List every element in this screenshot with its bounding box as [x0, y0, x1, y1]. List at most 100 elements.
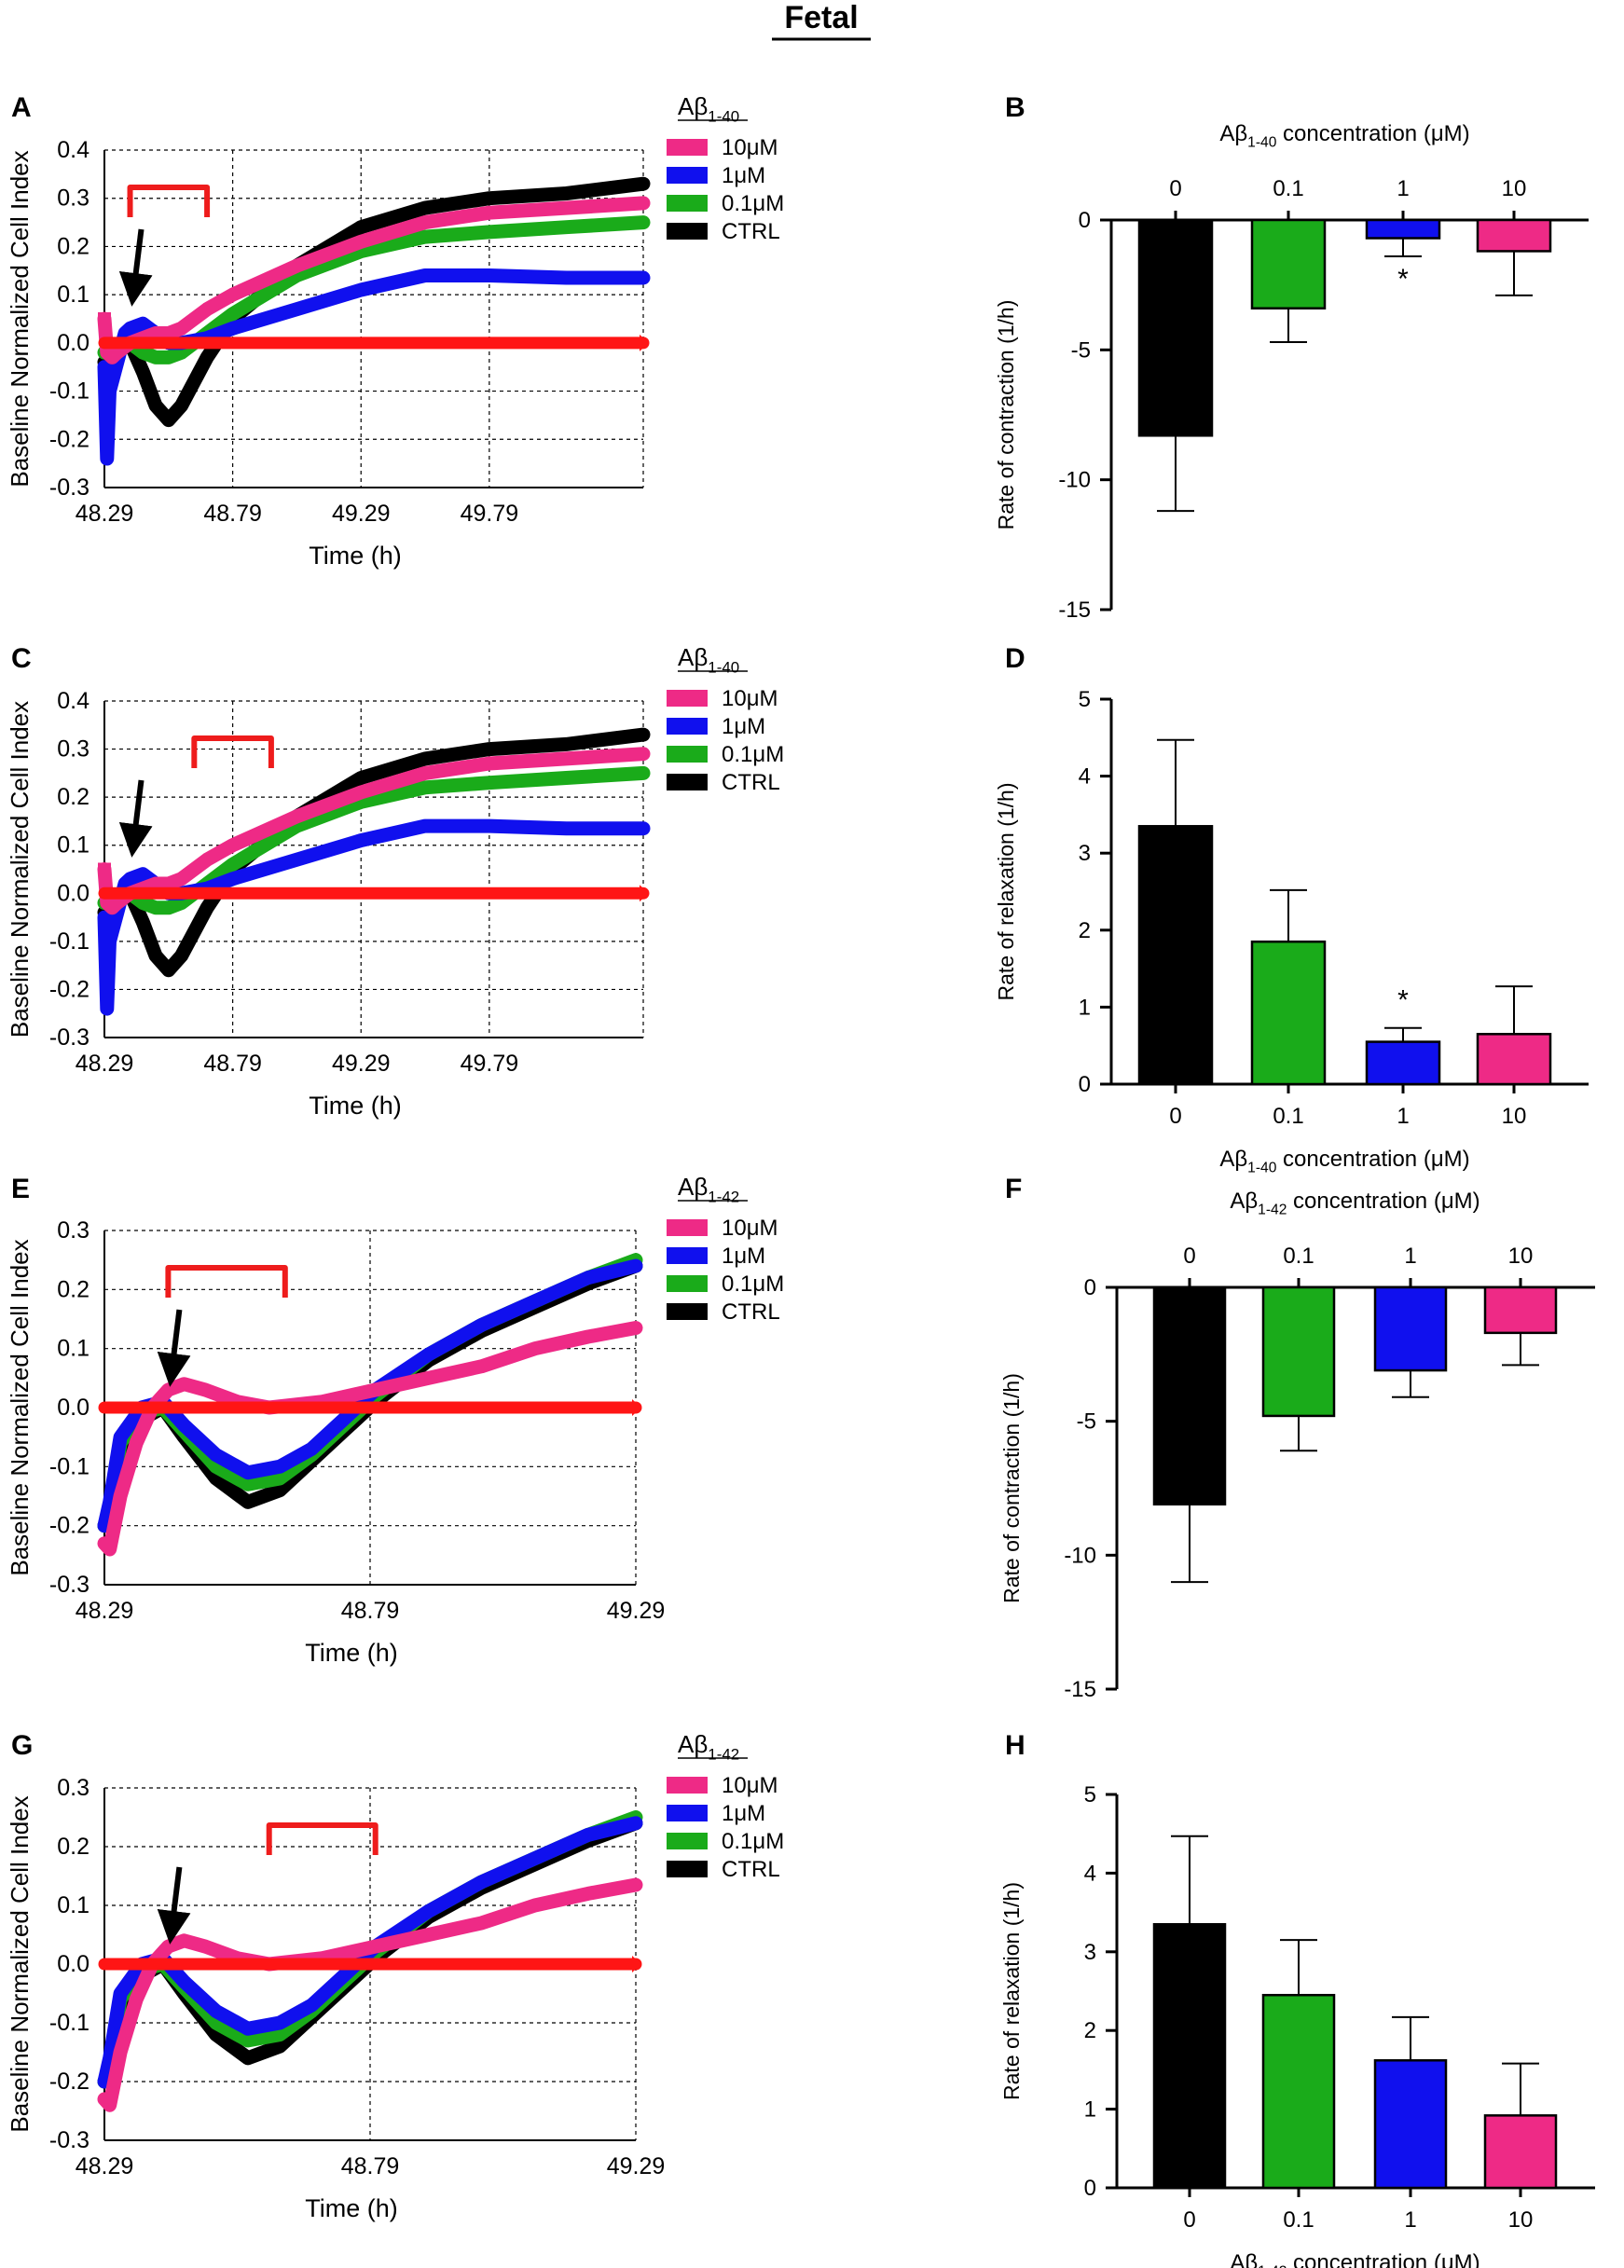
- y-tick-label: -0.2: [49, 426, 89, 452]
- legend-label: 1μM: [722, 1801, 765, 1826]
- line-chart-C: C -0.3 -0.2 -0.1 0.0 0.1 0.2 0.3 0.4 48.29 48.79 49…: [6, 643, 784, 1120]
- timing-bracket: [165, 1265, 288, 1298]
- category-label: 0.1: [1273, 176, 1303, 201]
- y-tick-label: -15: [1058, 598, 1091, 623]
- bar-0: [1152, 1285, 1227, 1505]
- y-tick-label: 0.0: [57, 880, 89, 906]
- y-axis-label: Baseline Normalized Cell Index: [6, 701, 34, 1038]
- y-axis-label: Rate of relaxation (1/h): [999, 1882, 1024, 2100]
- panel-letter: G: [11, 1730, 33, 1761]
- x-tick-label: 49.29: [607, 2153, 666, 2179]
- axis-title-top: Aβ1-40 concentration (μM): [1219, 121, 1469, 151]
- legend-swatch: [667, 718, 708, 735]
- category-label: 10: [1508, 1244, 1534, 1269]
- y-tick-label: -0.3: [49, 474, 89, 501]
- legend-swatch: [667, 223, 708, 240]
- y-tick-label: -0.2: [49, 2069, 89, 2095]
- bar-10: [1483, 1285, 1558, 1335]
- x-tick-label: 48.29: [76, 2153, 134, 2179]
- y-axis-label: Baseline Normalized Cell Index: [6, 150, 34, 487]
- panels: A -0.3 -0.2 -0.1 0.0 0.1 0.2 0.3 0.4 48.29 48.79 49…: [6, 92, 1595, 2268]
- bar-1: [1365, 218, 1441, 240]
- legend-label: CTRL: [722, 770, 780, 795]
- category-label: 0: [1183, 1244, 1195, 1269]
- legend-label: 0.1μM: [722, 1271, 784, 1297]
- legend-label: CTRL: [722, 1857, 780, 1882]
- panel-letter: C: [11, 643, 32, 674]
- panel-letter: F: [1005, 1174, 1022, 1204]
- legend-swatch: [667, 774, 708, 790]
- baseline-end-marker: [632, 1399, 641, 1416]
- y-tick-label: 0.0: [57, 330, 89, 356]
- legend-swatch: [667, 1303, 708, 1320]
- treatment-arrow: [157, 1309, 191, 1387]
- x-tick-label: 49.29: [332, 1051, 391, 1077]
- timing-bracket: [191, 735, 274, 768]
- x-axis-label: Time (h): [309, 542, 402, 570]
- bar-1: [1373, 1285, 1448, 1372]
- x-axis-label: Time (h): [305, 2194, 398, 2222]
- timing-bracket: [127, 185, 211, 217]
- x-tick-label: 48.29: [76, 1598, 134, 1624]
- y-tick-label: -0.2: [49, 1513, 89, 1539]
- bar-10: [1476, 1033, 1552, 1086]
- treatment-arrow: [118, 228, 153, 307]
- category-label: 0.1: [1283, 2207, 1314, 2233]
- legend-swatch: [667, 1219, 708, 1236]
- legend-label: 0.1μM: [722, 191, 784, 216]
- y-tick-label: 0.3: [57, 736, 89, 763]
- baseline-end-marker: [632, 1956, 641, 1972]
- y-axis-label: Rate of contraction (1/h): [994, 300, 1018, 530]
- y-tick-label: -0.2: [49, 976, 89, 1002]
- y-tick-label: 0.4: [57, 688, 89, 714]
- y-tick-label: 0: [1079, 208, 1091, 233]
- series-line-c10: [97, 196, 651, 364]
- y-tick-label: 0: [1084, 1275, 1096, 1300]
- y-tick-label: -0.1: [49, 378, 89, 405]
- y-tick-label: -5: [1077, 1409, 1096, 1435]
- bar-chart-H: H 0 1 2 3 4 5 0 0.1 1 10 Aβ1-42 concentration (μM) R…: [999, 1730, 1595, 2268]
- y-tick-label: -0.3: [49, 1024, 89, 1051]
- legend-label: CTRL: [722, 219, 780, 244]
- line-chart-E: E -0.3 -0.2 -0.1 0.0 0.1 0.2 0.3 48.29 48.79 49.29…: [6, 1173, 784, 1667]
- y-axis-label: Baseline Normalized Cell Index: [6, 1795, 34, 2132]
- y-tick-label: 4: [1084, 1861, 1096, 1886]
- y-tick-label: 1: [1084, 2097, 1096, 2123]
- legend-swatch: [667, 1777, 708, 1794]
- significance-mark: *: [1397, 264, 1409, 295]
- bar-0.1: [1250, 940, 1327, 1086]
- series-line-ctrl: [97, 727, 651, 978]
- legend-swatch: [667, 167, 708, 184]
- y-tick-label: 0.2: [57, 1276, 89, 1302]
- legend-label: 10μM: [722, 1216, 778, 1241]
- y-tick-label: 0.0: [57, 1951, 89, 1977]
- y-tick-label: 0.1: [57, 282, 89, 308]
- series-start-marker: [98, 312, 111, 325]
- bar-0: [1137, 218, 1214, 437]
- y-tick-label: 0.3: [57, 1217, 89, 1244]
- x-axis-label: Time (h): [305, 1639, 398, 1667]
- series-line-c1: [97, 268, 651, 466]
- category-label: 1: [1397, 176, 1409, 201]
- legend-label: 10μM: [722, 686, 778, 711]
- bar-0: [1152, 1923, 1227, 2190]
- y-tick-label: -0.3: [49, 1572, 89, 1598]
- x-tick-label: 48.79: [341, 1598, 400, 1624]
- series-line-c1: [97, 818, 651, 1016]
- bar-0.1: [1261, 1993, 1336, 2190]
- x-tick-label: 48.29: [76, 1051, 134, 1077]
- category-label: 0.1: [1283, 1244, 1314, 1269]
- figure-title: Fetal: [784, 0, 858, 35]
- series-line-c10: [97, 747, 651, 915]
- y-tick-label: 2: [1084, 2018, 1096, 2043]
- treatment-arrow: [118, 779, 153, 858]
- series-line-ctrl: [97, 176, 651, 428]
- line-chart-G: G -0.3 -0.2 -0.1 0.0 0.1 0.2 0.3 48.29 48.79 49.29…: [6, 1730, 784, 2222]
- x-tick-label: 48.79: [341, 2153, 400, 2179]
- category-label: 10: [1502, 1104, 1527, 1129]
- y-tick-label: -0.3: [49, 2127, 89, 2153]
- legend-label: 0.1μM: [722, 1829, 784, 1854]
- legend-swatch: [667, 1275, 708, 1292]
- x-tick-label: 49.79: [461, 1051, 519, 1077]
- y-tick-label: 0: [1084, 2176, 1096, 2201]
